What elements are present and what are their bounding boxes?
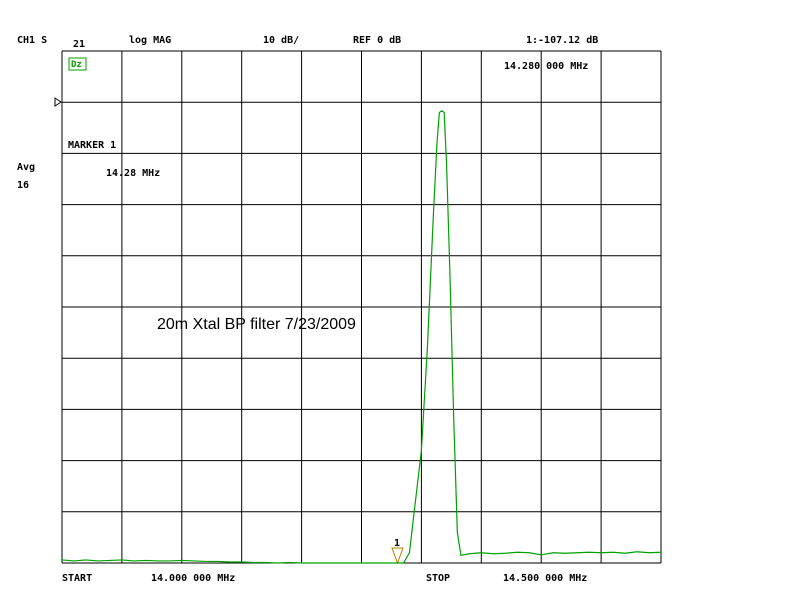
- format: log MAG: [129, 35, 171, 46]
- avg-label: Avg: [17, 162, 35, 173]
- marker-label: MARKER 1: [68, 140, 116, 151]
- ref-pointer: [54, 97, 62, 107]
- marker-triangle: [391, 547, 404, 565]
- reference: REF 0 dB: [353, 35, 401, 46]
- channel: CH1 S: [17, 35, 47, 46]
- scale: 10 dB/: [263, 35, 299, 46]
- start-label: START: [62, 573, 92, 584]
- start-frequency: 14.000 000 MHz: [151, 573, 235, 584]
- marker-readout: 1:-107.12 dB: [526, 35, 598, 46]
- plot: [61, 50, 662, 564]
- stop-label: STOP: [426, 573, 450, 584]
- marker-value: 14.28 MHz: [106, 168, 160, 179]
- marker-frequency: 14.280 000 MHz: [504, 61, 588, 72]
- trace: [61, 110, 662, 564]
- avg-count: 16: [17, 180, 29, 191]
- stop-frequency: 14.500 000 MHz: [503, 573, 587, 584]
- status-box: [68, 57, 87, 71]
- status: Dz: [71, 60, 82, 70]
- marker-number: 1: [394, 538, 400, 549]
- param: 21: [73, 39, 85, 50]
- chart-title: 20m Xtal BP filter 7/23/2009: [157, 316, 356, 333]
